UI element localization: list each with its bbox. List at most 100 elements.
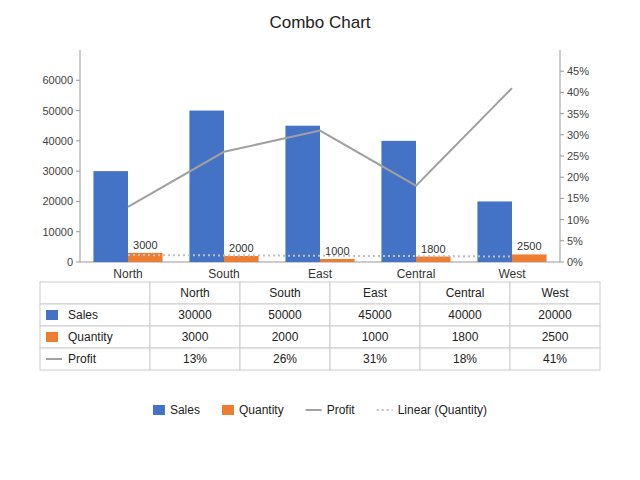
legend-label: Quantity — [239, 403, 284, 417]
table-value: 13% — [183, 352, 207, 366]
y-tick-label: 0 — [67, 256, 73, 268]
y2-tick-label: 45% — [567, 65, 589, 77]
table-value: 1800 — [452, 330, 479, 344]
table-value: 1000 — [362, 330, 389, 344]
y2-tick-label: 25% — [567, 150, 589, 162]
bar — [512, 254, 547, 262]
legend-item: Sales — [153, 403, 200, 417]
y-tick-label: 30000 — [42, 165, 73, 177]
legend-item: Profit — [306, 403, 356, 417]
y2-tick-label: 15% — [567, 192, 589, 204]
y-tick-label: 60000 — [42, 74, 73, 86]
legend-label: Sales — [170, 403, 200, 417]
title: Combo Chart — [269, 13, 370, 32]
y2-tick-label: 40% — [567, 86, 589, 98]
legend-swatch — [377, 409, 393, 411]
chart-combo: Combo Chart01000020000300004000050000600… — [0, 0, 640, 480]
table-header: West — [541, 286, 569, 300]
legend-swatch — [222, 405, 234, 415]
table-cell — [150, 326, 240, 348]
table-cell — [240, 304, 330, 326]
table-value: 20000 — [538, 308, 572, 322]
table-cell — [40, 304, 150, 326]
table-value: 50000 — [268, 308, 302, 322]
y2-tick — [560, 156, 564, 157]
y2-tick — [560, 71, 564, 72]
table-value: 3000 — [182, 330, 209, 344]
table-value: 18% — [453, 352, 477, 366]
x-tick-label: East — [308, 267, 333, 281]
data-label: 1000 — [325, 245, 349, 257]
legend-swatch — [46, 332, 58, 342]
trendline — [128, 255, 512, 256]
y-tick-label: 40000 — [42, 135, 73, 147]
table-cell — [420, 348, 510, 370]
table-value: 31% — [363, 352, 387, 366]
table-value: 26% — [273, 352, 297, 366]
bar — [285, 126, 320, 262]
legend: Sales Quantity Profit Linear (Quantity) — [153, 403, 487, 417]
data-label: 3000 — [133, 239, 157, 251]
table-value: 30000 — [178, 308, 212, 322]
legend-item: Quantity — [222, 403, 284, 417]
y2-tick — [560, 262, 564, 263]
x-tick-label: Central — [397, 267, 436, 281]
table-cell — [240, 282, 330, 304]
y-tick — [76, 201, 80, 202]
y2-tick-label: 30% — [567, 129, 589, 141]
table-row-label: Quantity — [68, 330, 113, 344]
y2-tick — [560, 240, 564, 241]
table-cell — [510, 326, 600, 348]
legend-label: Linear (Quantity) — [398, 403, 487, 417]
bar — [320, 259, 355, 262]
bar — [224, 256, 259, 262]
y-tick-label: 50000 — [42, 105, 73, 117]
y-axis-line — [80, 50, 81, 262]
y-tick-label: 20000 — [42, 195, 73, 207]
y-tick — [76, 80, 80, 81]
marks — [93, 88, 546, 262]
legend-swatch — [46, 310, 58, 320]
y2-tick — [560, 134, 564, 135]
data-label: 2500 — [517, 240, 541, 252]
legend-swatch — [46, 358, 62, 360]
y-tick — [76, 262, 80, 263]
table-cell — [330, 326, 420, 348]
table-cell — [330, 282, 420, 304]
table-cell — [330, 304, 420, 326]
bar — [477, 201, 512, 262]
table-value: 45000 — [358, 308, 392, 322]
table-cell — [40, 326, 150, 348]
y2-tick — [560, 177, 564, 178]
y-tick — [76, 110, 80, 111]
table-value: 2000 — [272, 330, 299, 344]
table-cell — [40, 348, 150, 370]
legend-item: Linear (Quantity) — [377, 403, 487, 417]
y2-tick-label: 20% — [567, 171, 589, 183]
bar — [93, 171, 128, 262]
data-table: NorthSouthEastCentralWestSales3000050000… — [40, 282, 600, 370]
table-cell — [240, 326, 330, 348]
table-cell — [420, 304, 510, 326]
table-header: Central — [446, 286, 485, 300]
y-tick — [76, 171, 80, 172]
y2-tick-label: 0% — [567, 256, 583, 268]
legend-swatch — [306, 409, 322, 411]
table-header: North — [180, 286, 209, 300]
table-row-label: Profit — [68, 352, 97, 366]
data-label: 1800 — [421, 243, 445, 255]
y2-tick — [560, 92, 564, 93]
x-tick-label: North — [113, 267, 142, 281]
y2-tick-label: 10% — [567, 214, 589, 226]
table-cell — [330, 348, 420, 370]
bar — [189, 111, 224, 262]
table-header: East — [363, 286, 388, 300]
table-cell — [510, 282, 600, 304]
data-label: 2000 — [229, 242, 253, 254]
y2-tick-label: 5% — [567, 235, 583, 247]
bar — [416, 257, 451, 262]
table-value: 40000 — [448, 308, 482, 322]
y-tick — [76, 140, 80, 141]
table-value: 2500 — [542, 330, 569, 344]
table-cell — [510, 348, 600, 370]
